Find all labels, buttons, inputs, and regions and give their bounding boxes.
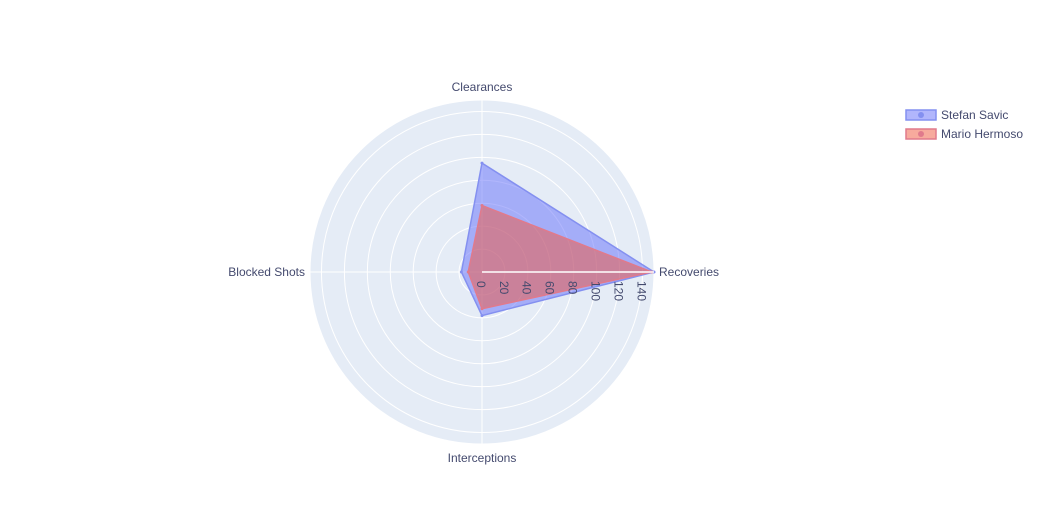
legend-label: Mario Hermoso	[941, 127, 1023, 141]
radial-tick-label: 100	[588, 281, 602, 301]
legend-marker	[918, 112, 924, 118]
axis-label-clearances: Clearances	[452, 80, 513, 94]
radial-tick-label: 80	[566, 281, 580, 295]
legend-label: Stefan Savic	[941, 108, 1008, 122]
series-point	[459, 270, 463, 274]
radial-tick-label: 40	[520, 281, 534, 295]
radial-tick-label: 60	[543, 281, 557, 295]
legend-marker	[918, 131, 924, 137]
radial-tick-label: 120	[611, 281, 625, 301]
legend-item-1[interactable]: Stefan Savic	[905, 108, 1008, 122]
series-point	[480, 314, 484, 318]
radial-tick-label: 140	[634, 281, 648, 301]
radial-tick-label: 0	[474, 281, 488, 288]
radial-tick-label: 20	[497, 281, 511, 295]
series-point	[466, 270, 470, 274]
series-point	[480, 161, 484, 165]
series-point	[480, 203, 484, 207]
series-point	[480, 307, 484, 311]
axis-label-interceptions: Interceptions	[448, 451, 517, 465]
legend-item-2[interactable]: Mario Hermoso	[905, 127, 1023, 141]
axis-label-blocked-shots: Blocked Shots	[228, 265, 305, 279]
axis-label-recoveries: Recoveries	[659, 265, 719, 279]
